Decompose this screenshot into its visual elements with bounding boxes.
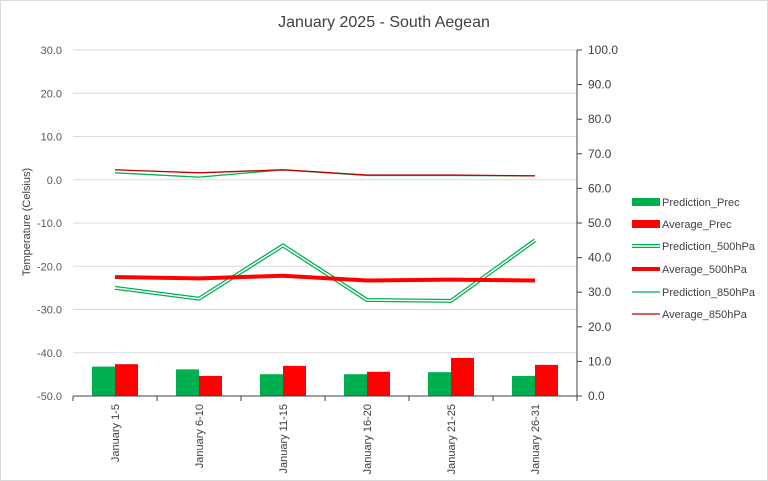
legend-item-Prediction_500hPa: Prediction_500hPa (632, 241, 756, 253)
legend-label: Average_850hPa (662, 309, 748, 321)
bar-Prediction_Prec-4 (344, 374, 367, 396)
bar-Average_Prec-4 (367, 371, 390, 396)
bar-Average_Prec-3 (283, 365, 306, 396)
legend-label: Prediction_500hPa (662, 241, 756, 253)
y-left-tick-label: 10.0 (41, 132, 62, 144)
y-axis-right-ticks: 100.0 90.0 80.0 70.0 60.0 50.0 40.0 30.0 20.0 10.… (577, 43, 618, 403)
x-category-label: January 11-15 (278, 404, 290, 474)
y-axis-left-title: Temperature (Celsius) (21, 168, 33, 276)
y-right-tick-label: 90.0 (588, 78, 612, 92)
bar-series (92, 357, 558, 396)
bar-Average_Prec-2 (199, 375, 222, 396)
line-series (114, 169, 537, 303)
legend-item-Average_Prec: Average_Prec (632, 219, 732, 231)
y-left-tick-label: -20.0 (37, 261, 62, 273)
legend-swatch (632, 198, 660, 206)
y-left-tick-label: 0.0 (47, 175, 62, 187)
y-left-tick-label: 20.0 (41, 88, 62, 100)
y-right-tick-label: 100.0 (588, 43, 618, 57)
y-right-tick-label: 20.0 (588, 320, 612, 334)
bar-Prediction_Prec-3 (260, 374, 283, 396)
y-right-tick-label: 60.0 (588, 181, 612, 195)
bar-Prediction_Prec-2 (176, 369, 199, 396)
x-category-label: January 6-10 (194, 404, 206, 468)
legend-swatch (632, 220, 660, 228)
legend-label: Prediction_Prec (662, 197, 740, 209)
bar-Prediction_Prec-5 (428, 372, 451, 396)
y-right-tick-label: 10.0 (588, 354, 612, 368)
line-Prediction_850hPa (114, 169, 536, 178)
y-left-tick-label: -30.0 (37, 305, 62, 317)
y-left-tick-label: 30.0 (41, 45, 62, 57)
line-Average_500hPa (114, 273, 536, 283)
x-category-label: January 1-5 (110, 404, 122, 462)
legend-item-Average_850hPa: Average_850hPa (632, 309, 748, 321)
bar-Prediction_Prec-1 (92, 366, 115, 396)
legend-label: Prediction_850hPa (662, 287, 756, 299)
chart-title: January 2025 - South Aegean (278, 14, 490, 31)
legend-label: Average_Prec (662, 219, 732, 231)
y-right-tick-label: 50.0 (588, 216, 612, 230)
y-left-tick-label: -40.0 (37, 348, 62, 360)
line-Prediction_500hPa-outer (114, 238, 537, 303)
y-right-tick-label: 70.0 (588, 147, 612, 161)
legend: Prediction_Prec Average_Prec Prediction_50… (632, 197, 756, 321)
bar-Average_Prec-1 (115, 364, 138, 396)
legend-label: Average_500hPa (662, 264, 748, 276)
y-right-tick-label: 40.0 (588, 251, 612, 265)
y-axis-left-ticks: 30.0 20.0 10.0 0.0 -10.0 -20.0 -30.0 -40.0 -50.0 (37, 45, 62, 403)
x-axis-category-labels: January 1-5 January 6-10 January 11-15 Janu… (110, 404, 542, 474)
line-Average_850hPa (114, 169, 536, 177)
y-right-tick-label: 80.0 (588, 112, 612, 126)
y-right-tick-label: 30.0 (588, 285, 612, 299)
y-right-tick-label: 0.0 (588, 389, 605, 403)
axes (72, 50, 578, 401)
bar-Average_Prec-6 (535, 364, 558, 396)
x-category-label: January 21-25 (446, 404, 458, 474)
bar-Average_Prec-5 (451, 357, 474, 396)
y-left-tick-label: -10.0 (37, 218, 62, 230)
legend-item-Prediction_Prec: Prediction_Prec (632, 197, 740, 209)
x-category-label: January 26-31 (530, 404, 542, 474)
x-category-label: January 16-20 (362, 404, 374, 474)
legend-item-Average_500hPa: Average_500hPa (632, 264, 748, 276)
gridlines (73, 49, 577, 397)
line-Prediction_500hPa-inner (114, 239, 536, 302)
bar-Prediction_Prec-6 (512, 375, 535, 396)
legend-item-Prediction_850hPa: Prediction_850hPa (632, 287, 756, 299)
y-left-tick-label: -50.0 (37, 391, 62, 403)
